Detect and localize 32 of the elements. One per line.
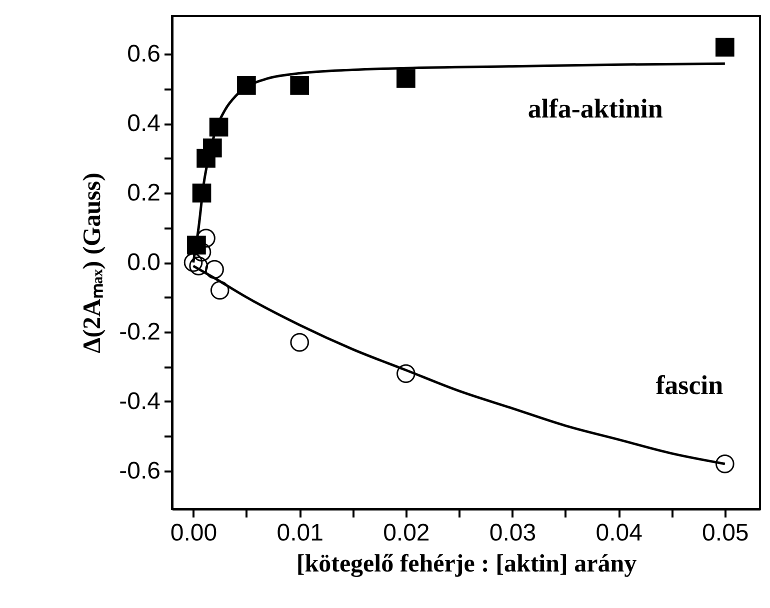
point: [192, 184, 212, 202]
text: alfa-aktinin: [528, 94, 663, 124]
point: [396, 69, 416, 88]
point: [210, 280, 230, 300]
point: [189, 256, 208, 276]
y-tick-label: 0.0: [127, 249, 160, 276]
point: [202, 138, 222, 158]
point: [205, 260, 224, 279]
y-tick-label: 0.6: [127, 40, 160, 68]
y-tick-label: -0.4: [119, 388, 160, 415]
y-tick-label: -0.6: [119, 457, 160, 484]
x-tick-label: 0.00: [170, 520, 218, 546]
point: [237, 76, 256, 95]
point: [209, 118, 228, 137]
point: [716, 38, 734, 57]
point: [716, 454, 734, 474]
x-axis-title: [kötegelő fehérje : [aktin] arány: [296, 550, 638, 578]
x-tick-label: 0.03: [489, 520, 536, 546]
text: fascin: [656, 370, 724, 400]
y-tick-label: 0.4: [127, 110, 160, 138]
point: [290, 332, 310, 352]
x-tick-label: 0.05: [702, 520, 749, 546]
x-tick-label: 0.01: [276, 520, 324, 546]
y-tick-label: 0.2: [127, 180, 160, 207]
point: [184, 253, 203, 272]
point: [290, 76, 310, 95]
y-axis-title: Δ(2Aₘₐₓ) (Gauss): [79, 172, 106, 354]
x-tick-label: 0.04: [596, 520, 642, 546]
y-tick-label: -0.2: [119, 318, 160, 346]
point: [396, 364, 416, 383]
x-tick-label: 0.02: [383, 520, 430, 546]
point: [196, 228, 216, 248]
